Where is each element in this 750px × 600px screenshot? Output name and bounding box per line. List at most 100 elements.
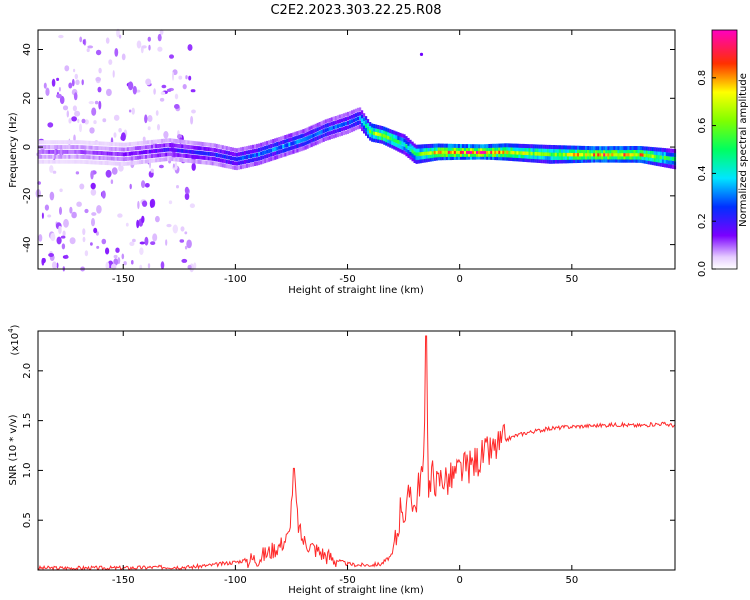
spectrogram-ridge-cell: [516, 157, 519, 162]
spectrogram-ridge-cell: [431, 143, 434, 148]
spectrogram-ridge-cell: [625, 146, 628, 151]
spectrogram-ridge-cell: [225, 150, 228, 155]
spectrogram-ridge-cell: [625, 158, 628, 163]
spectrogram-ridge-cell: [474, 149, 477, 154]
spectrogram-ridge-cell: [459, 149, 463, 154]
spectrogram-ridge-cell: [203, 151, 206, 156]
spectrogram-ridge-cell: [308, 143, 311, 148]
spectrogram-ridge-cell: [407, 145, 410, 150]
spectrogram-ridge-cell: [38, 140, 41, 145]
spectrogram-noise-cell: [186, 239, 192, 249]
spectrogram-ridge-cell: [601, 155, 604, 160]
spectrogram-ridge-cell: [367, 130, 370, 135]
spectrogram-ridge-cell: [556, 152, 559, 157]
spectrogram-ridge-cell: [181, 148, 184, 153]
spectrogram-ridge-cell: [512, 150, 515, 155]
spectrogram-ridge-cell: [112, 156, 115, 161]
spectrogram-ridge-cell: [266, 149, 269, 154]
spectrogram-ridge-cell: [201, 142, 204, 146]
spectrogram-ridge-cell: [159, 139, 162, 144]
spectrogram-ridge-cell: [439, 143, 442, 148]
spectrogram-ridge-cell: [655, 154, 658, 159]
spectrogram-ridge-cell: [60, 149, 63, 154]
spectrogram-noise-cell: [64, 65, 70, 72]
spectrogram-ridge-cell: [302, 129, 305, 134]
spectrogram-ridge-cell: [373, 134, 376, 139]
spectrogram-ridge-cell: [155, 144, 158, 149]
spectrogram-ridge-cell: [42, 140, 45, 145]
spectrogram-ridge-cell: [490, 152, 493, 157]
spectrogram-ridge-cell: [143, 145, 146, 150]
spectrogram-noise-cell: [71, 211, 77, 219]
spectrogram-ridge-cell: [587, 146, 590, 150]
spectrogram-ridge-cell: [290, 146, 293, 151]
spectrogram-ridge-cell: [155, 148, 158, 153]
spectrogram-ridge-cell: [243, 150, 247, 155]
spectrogram-noise-cell: [65, 254, 68, 259]
spectrogram-ridge-cell: [138, 160, 142, 165]
spectrogram-ridge-cell: [243, 146, 247, 151]
spectrogram-ridge-cell: [397, 147, 400, 152]
spectrogram-ridge-cell: [130, 142, 134, 146]
y-tick-label: 1.0: [22, 462, 33, 478]
spectrogram-ridge-cell: [393, 134, 396, 139]
spectrogram-outlier-cell: [419, 52, 424, 57]
spectrogram-ridge-cell: [649, 150, 652, 155]
spectrogram-ridge-cell: [294, 136, 297, 141]
spectrogram-ridge-cell: [46, 140, 49, 145]
spectrogram-ridge-cell: [611, 146, 614, 151]
spectrogram-ridge-cell: [284, 148, 287, 153]
spectrogram-ridge-cell: [159, 153, 162, 158]
spectrogram-ridge-cell: [330, 121, 333, 126]
spectrogram-ridge-cell: [292, 145, 295, 150]
spectrogram-ridge-cell: [300, 138, 303, 143]
spectrogram-ridge-cell: [522, 154, 525, 159]
spectrogram-ridge-cell: [496, 149, 499, 154]
spectrogram-ridge-cell: [548, 156, 551, 160]
spectrogram-ridge-cell: [625, 152, 628, 157]
spectrogram-ridge-cell: [102, 156, 105, 161]
colorbar-ticks: 0.00.20.40.60.8: [697, 70, 716, 277]
spectrogram-ridge-cell: [665, 159, 668, 164]
spectrogram-ridge-cell: [619, 149, 622, 154]
spectrogram-ridge-cell: [74, 140, 77, 145]
spectrogram-noise-cell: [160, 261, 165, 270]
spectrogram-ridge-cell: [546, 159, 549, 164]
spectrogram-ridge-cell: [373, 138, 376, 143]
spectrogram-ridge-cell: [262, 159, 265, 164]
spectrogram-ridge-cell: [197, 159, 200, 164]
spectrogram-ridge-cell: [245, 159, 249, 164]
spectrogram-ridge-cell: [126, 147, 129, 152]
spectrogram-ridge-cell: [72, 145, 75, 150]
spectrogram-ridge-cell: [433, 156, 436, 161]
spectrogram-ridge-cell: [421, 144, 424, 149]
spectrogram-ridge-cell: [74, 149, 77, 154]
spectrogram-ridge-cell: [48, 159, 51, 164]
colorbar-label: Normalized spectral amplitude: [738, 73, 749, 227]
spectrogram-ridge-cell: [570, 155, 574, 160]
spectrogram-ridge-cell: [141, 150, 144, 155]
spectrogram-ridge-cell: [44, 154, 47, 159]
spectrogram-noise-cell: [144, 114, 148, 124]
spectrogram-ridge-cell: [572, 159, 576, 164]
spectrogram-ridge-cell: [38, 159, 41, 164]
spectrogram-ridge-cell: [126, 152, 129, 156]
spectrogram-heatmap: [35, 28, 677, 273]
spectrogram-ridge-cell: [245, 150, 249, 155]
spectrogram-noise-cell: [90, 242, 93, 246]
spectrogram-noise-cell: [161, 84, 167, 89]
spectrogram-ridge-cell: [217, 148, 220, 153]
spectrogram-ridge-cell: [663, 151, 666, 156]
spectrogram-noise-cell: [111, 263, 117, 271]
spectrogram-ridge-cell: [488, 152, 491, 157]
spectrogram-ridge-cell: [619, 146, 622, 151]
spectrogram-ridge-cell: [177, 139, 180, 144]
spectrogram-ridge-cell: [340, 127, 343, 132]
spectrogram-noise-cell: [49, 165, 54, 173]
spectrogram-ridge-cell: [151, 144, 154, 149]
spectrogram-ridge-cell: [463, 152, 467, 157]
spectrogram-ridge-cell: [621, 158, 624, 163]
spectrogram-ridge-cell: [350, 110, 354, 115]
spectrogram-ridge-cell: [215, 143, 218, 148]
spectrogram-ridge-cell: [381, 126, 384, 130]
